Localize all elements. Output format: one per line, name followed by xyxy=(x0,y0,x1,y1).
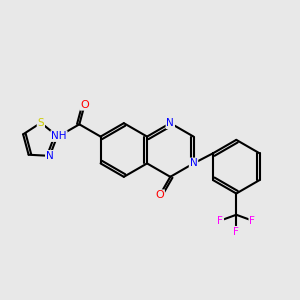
Text: O: O xyxy=(155,190,164,200)
Text: NH: NH xyxy=(51,131,67,141)
Text: N: N xyxy=(190,158,197,168)
Text: N: N xyxy=(46,151,54,161)
Text: O: O xyxy=(80,100,89,110)
Text: F: F xyxy=(249,216,255,226)
Text: N: N xyxy=(167,118,174,128)
Text: F: F xyxy=(233,227,239,237)
Text: S: S xyxy=(38,118,44,128)
Text: F: F xyxy=(218,216,223,226)
